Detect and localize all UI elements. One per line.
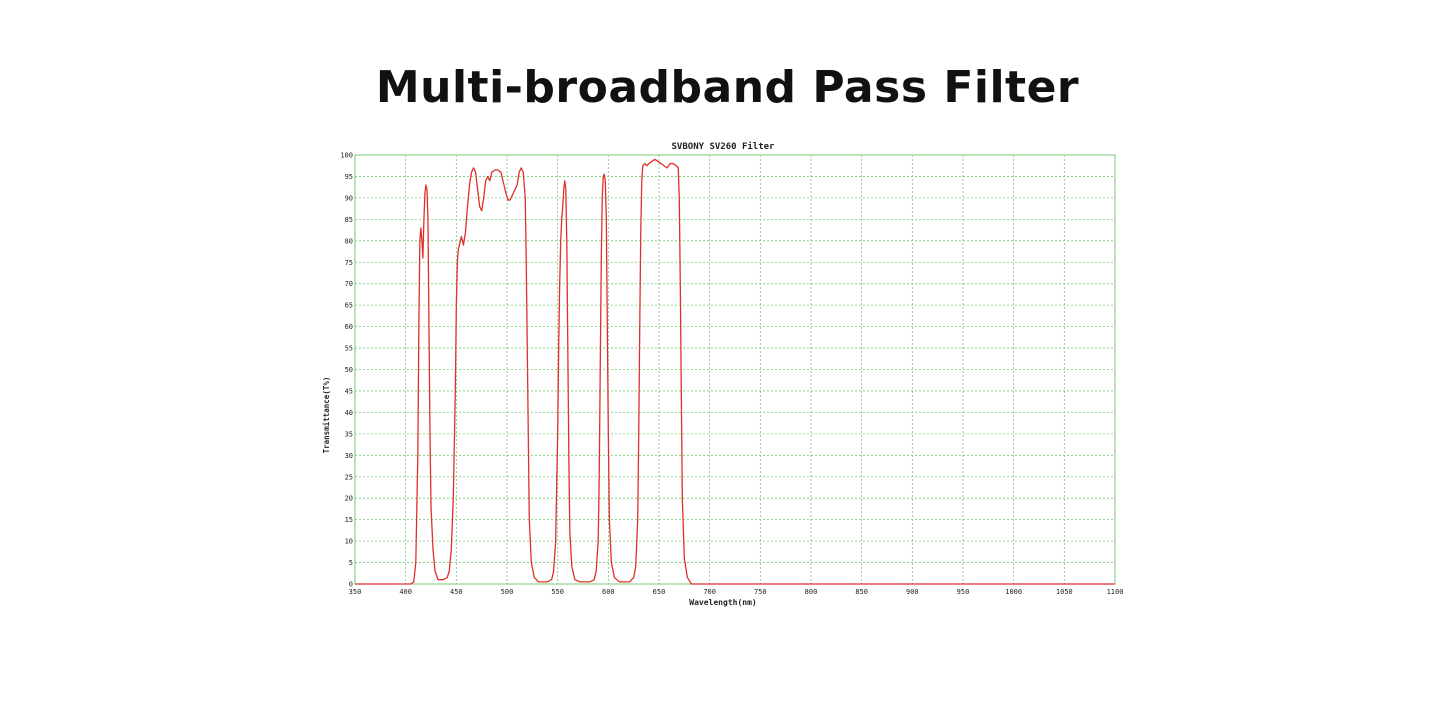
x-tick-label: 850: [855, 588, 868, 596]
chart-title: SVBONY SV260 Filter: [672, 141, 776, 152]
y-tick-label: 45: [345, 387, 353, 395]
y-tick-label: 25: [345, 473, 353, 481]
x-tick-label: 350: [349, 588, 362, 596]
x-tick-label: 500: [501, 588, 514, 596]
x-tick-label: 400: [399, 588, 412, 596]
y-tick-label: 55: [345, 345, 353, 353]
y-tick-label: 30: [345, 452, 353, 460]
y-tick-label: 5: [349, 559, 353, 567]
y-tick-label: 0: [349, 581, 353, 589]
y-tick-label: 90: [345, 194, 353, 202]
x-tick-label: 700: [703, 588, 716, 596]
x-axis-label: Wavelength(nm): [689, 598, 756, 607]
x-tick-label: 1050: [1056, 588, 1073, 596]
y-tick-label: 15: [345, 516, 353, 524]
y-tick-label: 80: [345, 237, 353, 245]
y-tick-label: 20: [345, 495, 353, 503]
y-tick-label: 60: [345, 323, 353, 331]
x-tick-label: 600: [602, 588, 615, 596]
x-tick-label: 1000: [1005, 588, 1022, 596]
chart-background: [318, 138, 1128, 613]
y-tick-label: 70: [345, 280, 353, 288]
x-tick-label: 650: [653, 588, 666, 596]
y-tick-label: 35: [345, 430, 353, 438]
chart-container: 350 400 450 500 550 600 650 700 750 800 850 900 950 1…: [318, 138, 1128, 613]
tick-labels: 350 400 450 500 550 600 650 700 750 800 850 900 950 1…: [340, 152, 1123, 597]
y-tick-label: 95: [345, 173, 353, 181]
y-tick-label: 100: [340, 152, 353, 160]
x-tick-label: 1100: [1107, 588, 1124, 596]
transmittance-curve: [355, 158, 1115, 585]
x-tick-label: 950: [957, 588, 970, 596]
y-tick-label: 50: [345, 366, 353, 374]
page-title: Multi-broadband Pass Filter: [375, 62, 1080, 113]
transmittance-chart: 350 400 450 500 550 600 650 700 750 800 850 900 950 1…: [318, 138, 1128, 613]
y-axis-label: Transmittance(T%): [322, 377, 331, 454]
x-tick-label: 900: [906, 588, 919, 596]
x-tick-label: 750: [754, 588, 767, 596]
x-tick-label: 550: [551, 588, 564, 596]
y-tick-label: 65: [345, 302, 353, 310]
y-tick-label: 75: [345, 259, 353, 267]
x-tick-label: 800: [805, 588, 818, 596]
y-tick-label: 40: [345, 409, 353, 417]
y-tick-label: 85: [345, 216, 353, 224]
y-tick-label: 10: [345, 538, 353, 546]
grid-lines: [354, 154, 1116, 585]
x-tick-label: 450: [450, 588, 463, 596]
